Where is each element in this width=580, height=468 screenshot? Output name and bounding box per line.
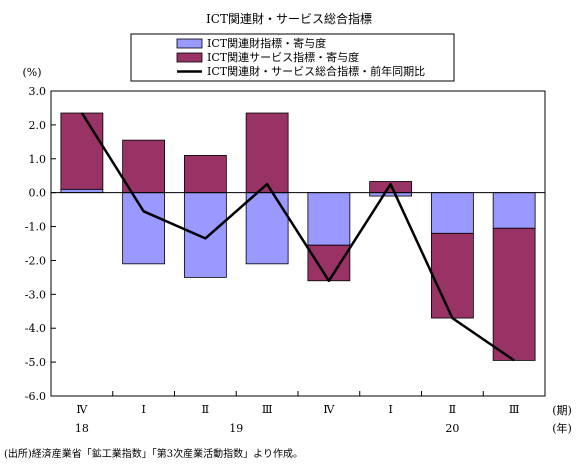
bar-services-contribution — [307, 244, 351, 282]
bar-goods-contribution — [430, 192, 474, 234]
x-category-label: Ⅲ — [262, 403, 273, 416]
legend-label-line: ICT関連財・サービス総合指標・前年同期比 — [207, 64, 425, 78]
bar-goods-contribution — [122, 192, 166, 265]
plot-area: 3.0 2.0 1.0 0.0 -1.0 -2.0 -3.0 -4.0 -5.0 -6.0 Ⅳ Ⅰ Ⅱ Ⅲ… — [25, 85, 546, 435]
legend-swatch-services — [176, 52, 203, 63]
x-category-label: Ⅱ — [449, 403, 456, 416]
bar-services-contribution — [183, 154, 227, 194]
bar-goods-contribution — [183, 192, 227, 278]
y-tick-label: -1.0 — [25, 221, 46, 234]
footnote: (出所)経済産業省「鉱工業指数」「第3次産業活動指数」より作成。 — [4, 447, 303, 460]
x-year-label: 19 — [229, 422, 243, 435]
x-year-unit: (年) — [552, 421, 572, 435]
bar-goods-contribution — [492, 192, 536, 229]
legend-swatch-goods — [176, 38, 203, 49]
legend-label-goods: ICT関連財指標・寄与度 — [207, 36, 326, 50]
y-tick-label: 1.0 — [29, 153, 47, 166]
x-category-label: Ⅰ — [141, 403, 145, 416]
y-axis-label: (%) — [22, 66, 41, 79]
bar-services-contribution — [430, 232, 474, 319]
x-category-label: Ⅳ — [76, 403, 88, 416]
y-tick-label: 0.0 — [29, 187, 47, 200]
bar-services-contribution — [122, 139, 166, 194]
bar-goods-contribution — [307, 192, 351, 246]
bar-services-contribution — [492, 227, 536, 361]
bar-goods-contribution — [245, 192, 289, 265]
x-year-label: 20 — [445, 422, 459, 435]
bar-goods-contribution — [369, 192, 413, 197]
y-tick-label: -6.0 — [25, 390, 46, 403]
y-tick-label: -2.0 — [25, 254, 46, 267]
x-year-label: 18 — [75, 422, 89, 435]
y-tick-label: -3.0 — [25, 288, 46, 301]
y-tick-label: -4.0 — [25, 322, 46, 335]
x-category-label: Ⅲ — [509, 403, 520, 416]
bar-services-contribution — [60, 112, 104, 190]
line-total-yoy — [80, 112, 515, 362]
x-period-unit: (期) — [552, 404, 572, 417]
y-tick-label: 3.0 — [29, 85, 47, 98]
bar-services-contribution — [245, 112, 289, 194]
y-tick-label: 2.0 — [29, 119, 47, 132]
x-category-label: Ⅰ — [388, 403, 392, 416]
legend: ICT関連財指標・寄与度 ICT関連サービス指標・寄与度 ICT関連財・サービス… — [130, 33, 455, 82]
chart-title: ICT関連財・サービス総合指標 — [206, 11, 372, 26]
x-category-label: Ⅱ — [202, 403, 209, 416]
bar-goods-contribution — [60, 188, 104, 194]
y-tick-label: -5.0 — [25, 356, 46, 369]
legend-label-services: ICT関連サービス指標・寄与度 — [207, 50, 359, 64]
x-category-label: Ⅳ — [323, 403, 335, 416]
